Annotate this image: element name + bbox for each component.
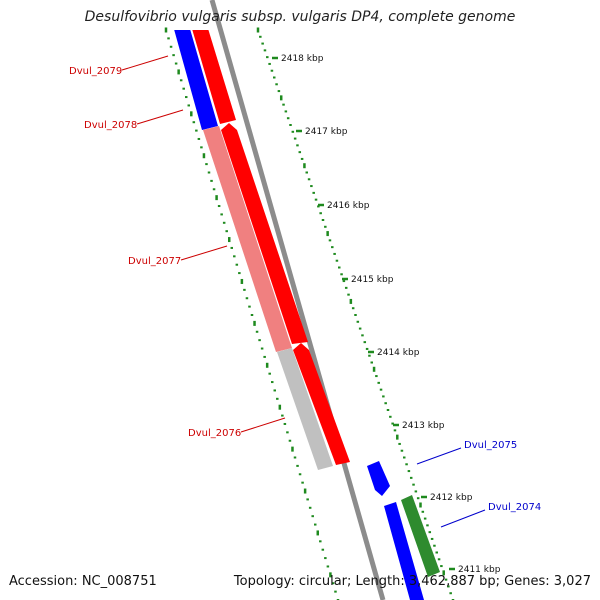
ruler-label: 2415 kbp bbox=[351, 275, 394, 285]
ruler-label: 2418 kbp bbox=[281, 54, 324, 64]
dvul-2074-label[interactable]: Dvul_2074 bbox=[488, 502, 541, 513]
map-title: Desulfovibrio vulgaris subsp. vulgaris D… bbox=[84, 9, 516, 25]
dvul-2075-arrow[interactable] bbox=[367, 461, 390, 496]
dvul-2075-label[interactable]: Dvul_2075 bbox=[464, 440, 517, 451]
accession-text: Accession: NC_008751 bbox=[9, 574, 157, 589]
gene-labels: Dvul_2079 Dvul_2078 Dvul_2077 Dvul_2076 Dvul… bbox=[69, 55, 541, 528]
feature-track bbox=[172, 22, 440, 600]
dvul-2079-leader-line bbox=[121, 55, 169, 71]
dvul-2075-cds[interactable] bbox=[384, 502, 424, 600]
dvul-2079-arrow[interactable] bbox=[190, 22, 236, 124]
dvul-2077-leader-line bbox=[180, 245, 228, 261]
dvul-2077-arrow[interactable] bbox=[293, 343, 350, 465]
ruler-label: 2414 kbp bbox=[377, 348, 420, 358]
dvul-2076-cds[interactable] bbox=[277, 348, 333, 470]
dvul-2076-leader-line bbox=[240, 417, 286, 433]
dvul-2079-label[interactable]: Dvul_2079 bbox=[69, 66, 122, 77]
dvul-2074-leader-line bbox=[440, 509, 486, 528]
ruler-label: 2413 kbp bbox=[402, 421, 445, 431]
inner-tick-ring bbox=[164, 27, 340, 600]
dvul-2074-cds[interactable] bbox=[401, 495, 440, 577]
genome-backbone bbox=[209, 0, 386, 600]
ruler-label: 2416 kbp bbox=[327, 201, 370, 211]
ruler-label: 2417 kbp bbox=[305, 127, 348, 137]
dvul-2078-label[interactable]: Dvul_2078 bbox=[84, 120, 137, 131]
dvul-2078-arrow[interactable] bbox=[221, 123, 308, 344]
dvul-2075-leader-line bbox=[416, 447, 462, 465]
ruler-label: 2411 kbp bbox=[458, 565, 501, 575]
ruler-labels: 2418 kbp 2417 kbp 2416 kbp 2415 kbp 2414 kbp… bbox=[272, 54, 501, 575]
dvul-2078-leader-line bbox=[136, 109, 184, 125]
dvul-2076-label[interactable]: Dvul_2076 bbox=[188, 428, 241, 439]
ruler-label: 2412 kbp bbox=[430, 493, 473, 503]
dvul-2079-cds[interactable] bbox=[172, 22, 218, 130]
dvul-2078-cds[interactable] bbox=[203, 126, 292, 352]
outer-tick-ring bbox=[256, 27, 455, 600]
genome-summary-text: Topology: circular; Length: 3,462,887 bp… bbox=[233, 574, 591, 589]
dvul-2077-label[interactable]: Dvul_2077 bbox=[128, 256, 181, 267]
